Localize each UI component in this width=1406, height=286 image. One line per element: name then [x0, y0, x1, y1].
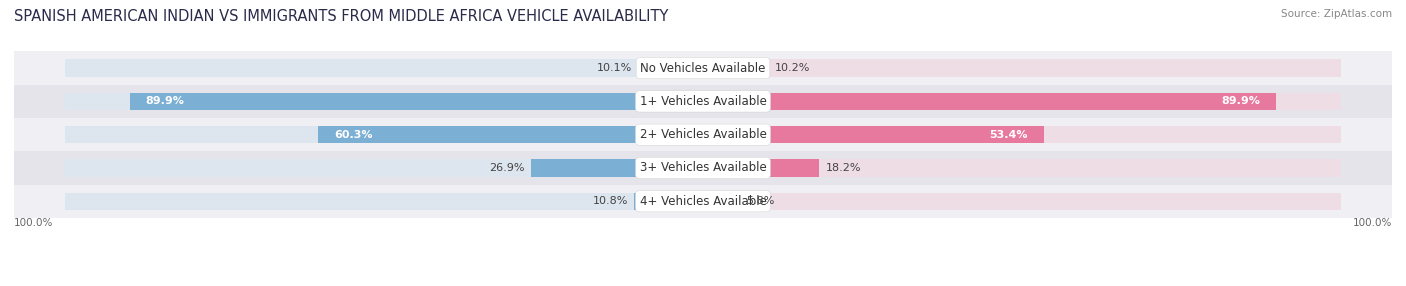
Text: 5.8%: 5.8%: [747, 196, 775, 206]
Text: 100.0%: 100.0%: [1353, 218, 1392, 228]
Bar: [703, 93, 1277, 110]
Bar: [703, 159, 820, 177]
Bar: [531, 159, 703, 177]
Text: 100.0%: 100.0%: [14, 218, 53, 228]
Text: 3+ Vehicles Available: 3+ Vehicles Available: [640, 162, 766, 174]
Text: No Vehicles Available: No Vehicles Available: [640, 61, 766, 75]
Text: 4+ Vehicles Available: 4+ Vehicles Available: [640, 195, 766, 208]
Bar: [14, 151, 1392, 184]
Bar: [65, 159, 703, 177]
Text: 26.9%: 26.9%: [489, 163, 524, 173]
Text: 10.1%: 10.1%: [598, 63, 633, 73]
Text: 2+ Vehicles Available: 2+ Vehicles Available: [640, 128, 766, 141]
Bar: [65, 59, 703, 77]
Text: 10.8%: 10.8%: [592, 196, 627, 206]
Bar: [14, 184, 1392, 218]
Bar: [703, 93, 1341, 110]
Bar: [638, 59, 703, 77]
Text: Source: ZipAtlas.com: Source: ZipAtlas.com: [1281, 9, 1392, 19]
Text: SPANISH AMERICAN INDIAN VS IMMIGRANTS FROM MIDDLE AFRICA VEHICLE AVAILABILITY: SPANISH AMERICAN INDIAN VS IMMIGRANTS FR…: [14, 9, 668, 23]
Bar: [65, 192, 703, 210]
Bar: [14, 85, 1392, 118]
Bar: [65, 93, 703, 110]
Bar: [65, 126, 703, 143]
Bar: [703, 59, 1341, 77]
Bar: [634, 192, 703, 210]
Bar: [703, 192, 1341, 210]
Bar: [703, 192, 740, 210]
Bar: [703, 159, 1341, 177]
Text: 53.4%: 53.4%: [990, 130, 1028, 140]
Bar: [129, 93, 703, 110]
Bar: [703, 59, 768, 77]
Bar: [318, 126, 703, 143]
Text: 18.2%: 18.2%: [825, 163, 860, 173]
Bar: [703, 126, 1043, 143]
Bar: [14, 51, 1392, 85]
Text: 10.2%: 10.2%: [775, 63, 810, 73]
Text: 60.3%: 60.3%: [335, 130, 373, 140]
Bar: [14, 118, 1392, 151]
Bar: [703, 126, 1341, 143]
Text: 89.9%: 89.9%: [1222, 96, 1261, 106]
Text: 1+ Vehicles Available: 1+ Vehicles Available: [640, 95, 766, 108]
Text: 89.9%: 89.9%: [145, 96, 184, 106]
